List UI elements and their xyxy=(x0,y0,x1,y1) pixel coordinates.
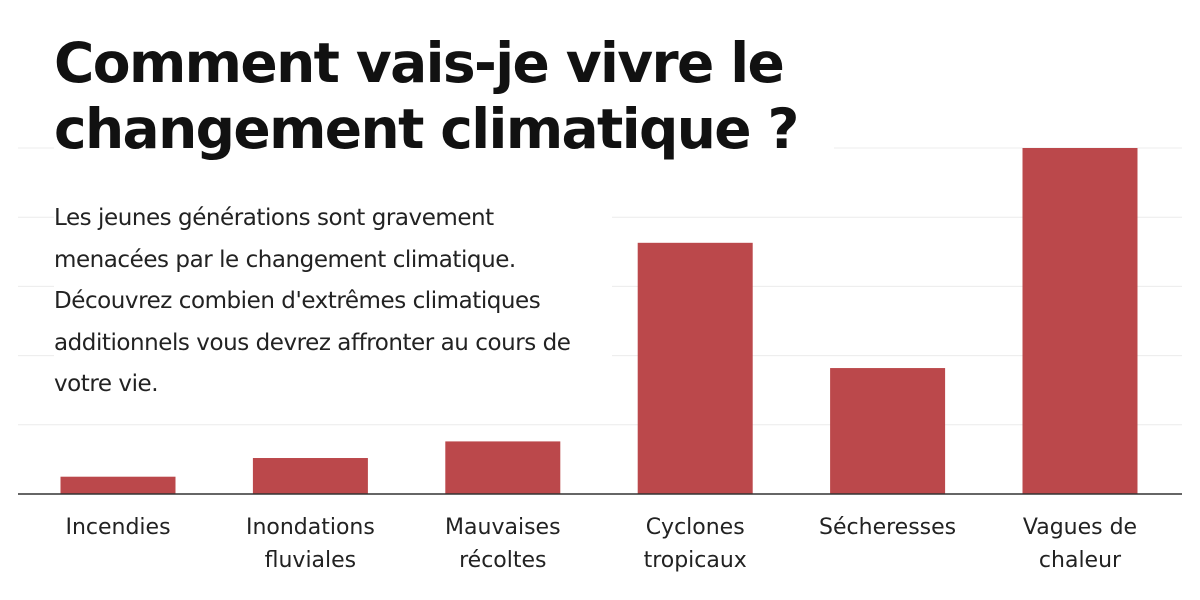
bar-4 xyxy=(637,242,753,494)
category-labels: Incendies Inondations fluviales Mauvaises ré… xyxy=(65,515,1137,573)
category-label-line: récoltes xyxy=(459,548,546,573)
bar-5 xyxy=(830,368,946,494)
category-label: Inondations fluviales xyxy=(246,515,375,573)
category-label-line: Incendies xyxy=(65,515,170,540)
category-label-line: fluviales xyxy=(265,548,357,573)
category-label-line: Sécheresses xyxy=(819,515,956,540)
bar-6 xyxy=(1022,148,1138,494)
bars xyxy=(60,148,1138,494)
category-label-line: Vagues de xyxy=(1023,515,1137,540)
chart-title: Comment vais-je vivre le changement clim… xyxy=(54,30,834,162)
category-label-line: chaleur xyxy=(1039,548,1122,573)
category-label: Vagues de chaleur xyxy=(1023,515,1137,573)
bar-1 xyxy=(60,476,176,494)
chart-subtitle: Les jeunes générations sont gravement me… xyxy=(54,198,612,406)
category-label-line: Mauvaises xyxy=(445,515,560,540)
category-label-line: Cyclones xyxy=(646,515,745,540)
category-label: Cyclones tropicaux xyxy=(644,515,747,573)
category-label: Incendies xyxy=(65,515,170,540)
bar-2 xyxy=(252,458,368,494)
category-label: Sécheresses xyxy=(819,515,956,540)
category-label: Mauvaises récoltes xyxy=(445,515,560,573)
category-label-line: tropicaux xyxy=(644,548,747,573)
category-label-line: Inondations xyxy=(246,515,375,540)
bar-3 xyxy=(445,441,561,494)
